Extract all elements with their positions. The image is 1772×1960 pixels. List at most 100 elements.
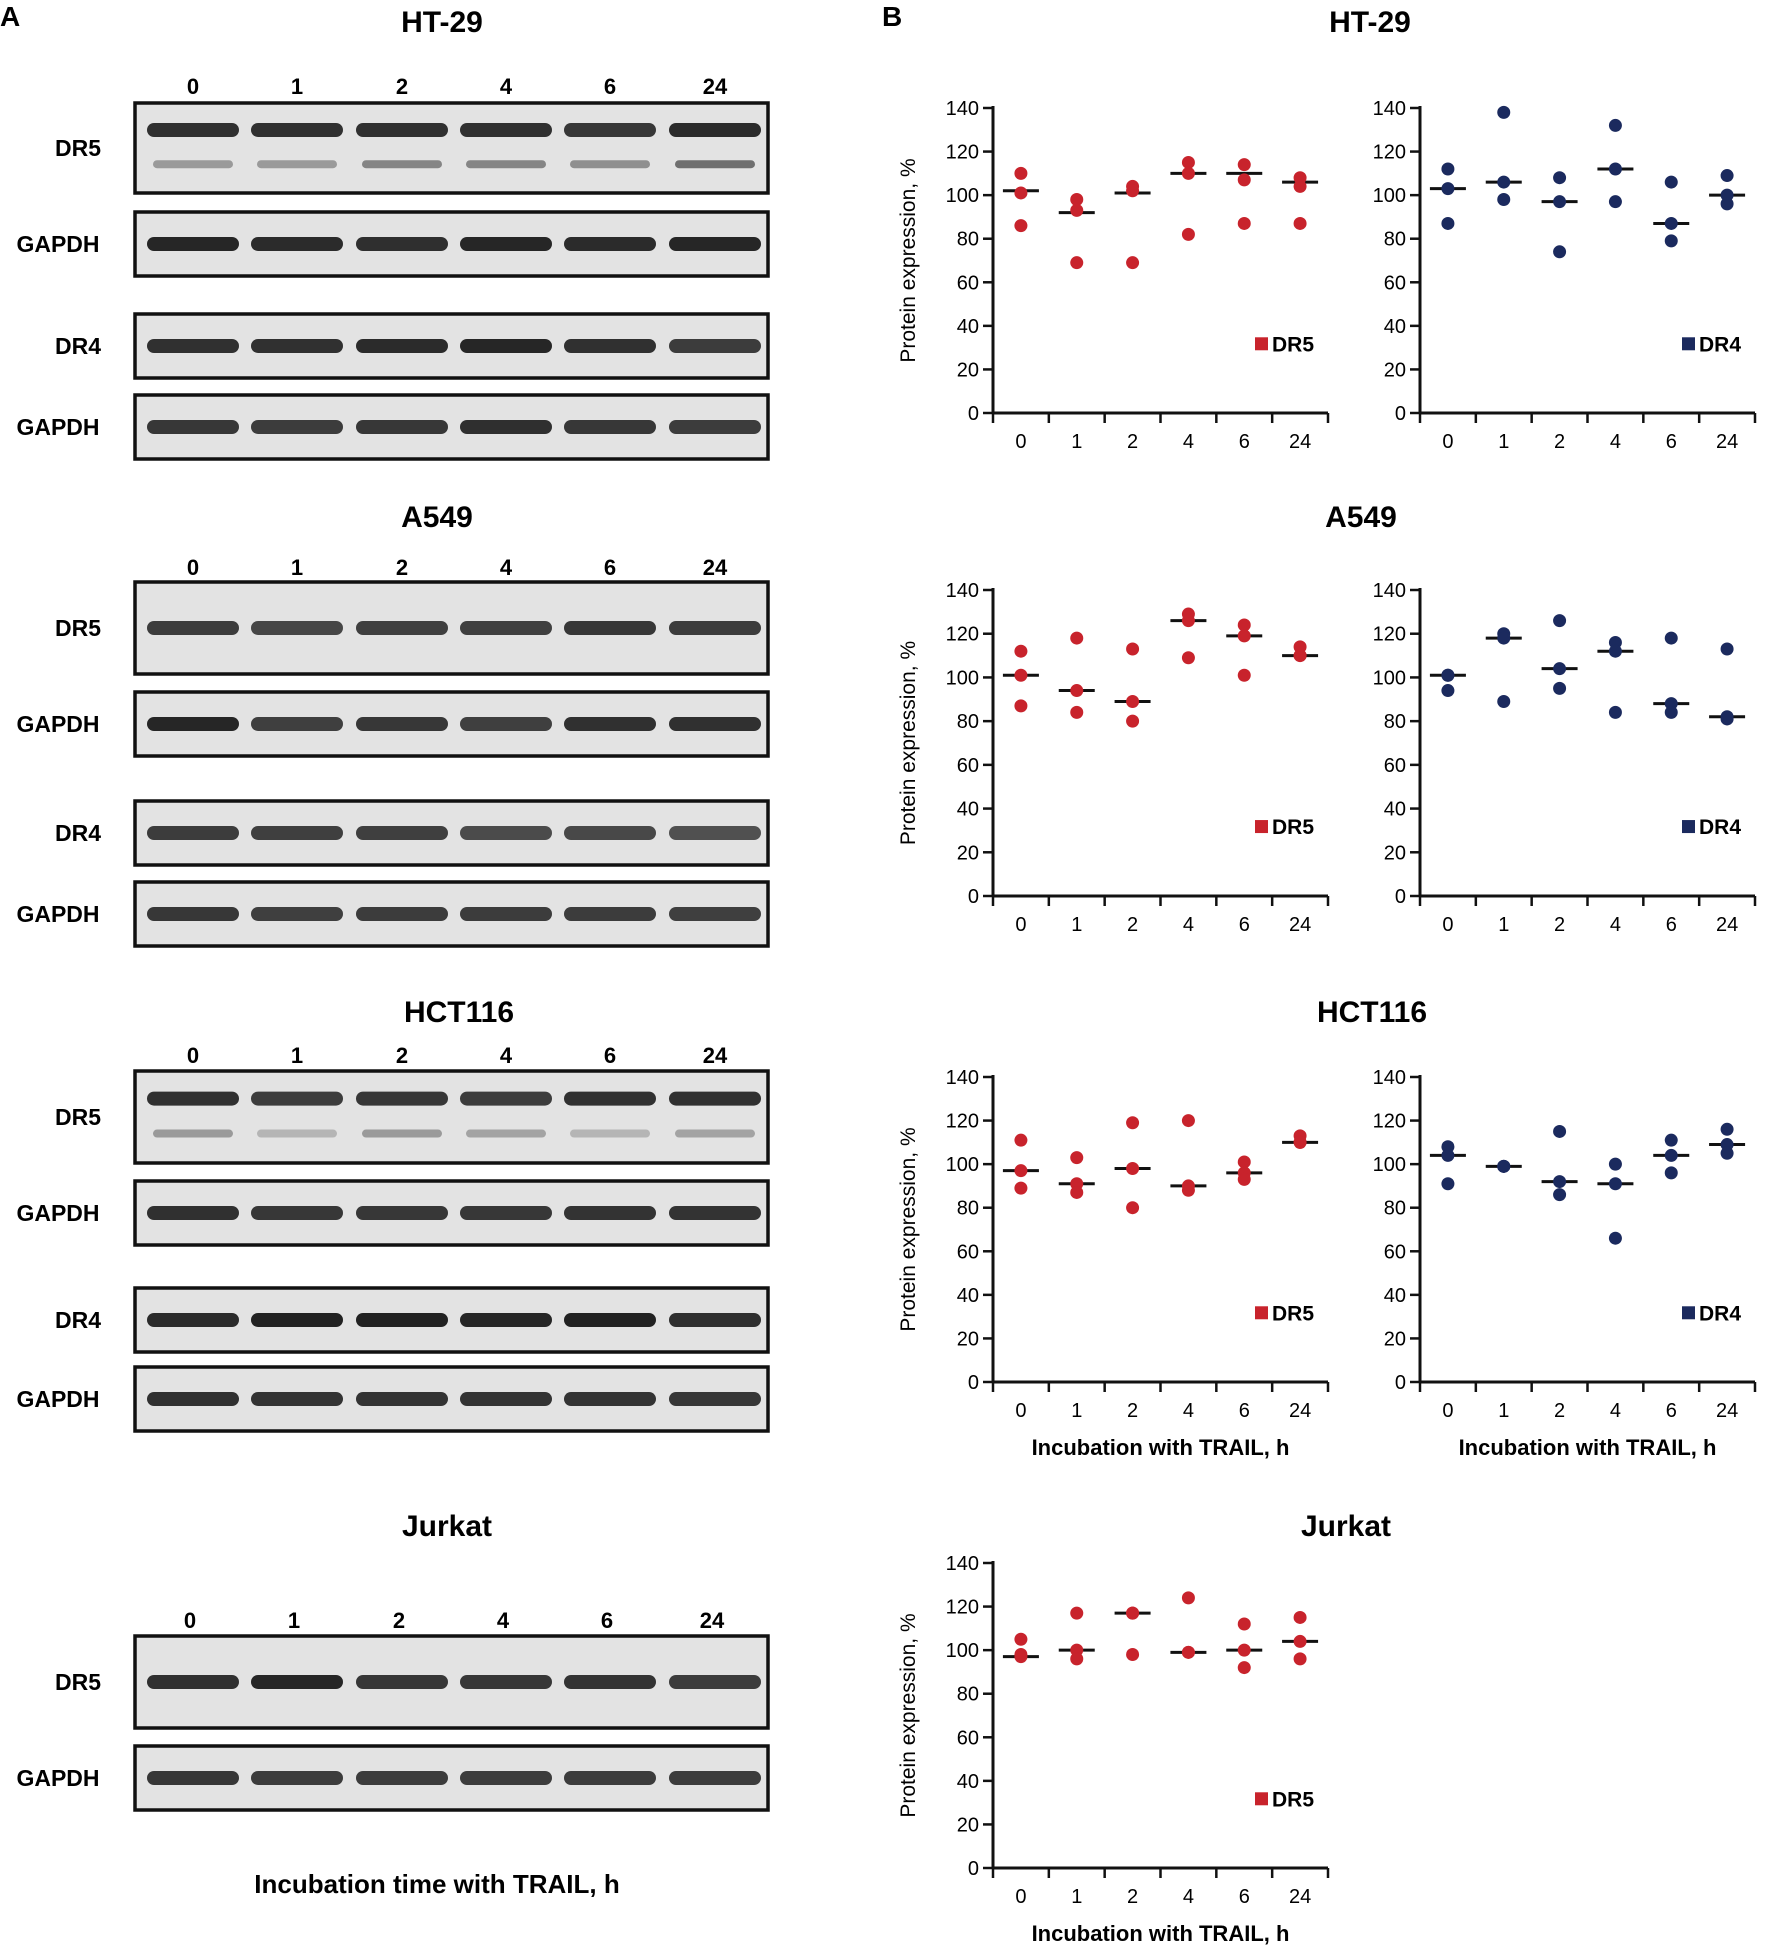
y-tick-label: 0 (968, 1372, 979, 1394)
y-tick-label: 40 (1384, 316, 1406, 338)
data-point (1237, 668, 1251, 682)
band-major (564, 339, 656, 353)
blot-x-axis-label: Incubation time with TRAIL, h (254, 1869, 619, 1899)
x-tick-label: 1 (1071, 431, 1082, 453)
blot-row-gapdh: GAPDH (16, 393, 770, 461)
lane-label: 6 (601, 1608, 613, 1633)
data-point (1293, 216, 1307, 230)
data-point (1181, 651, 1195, 665)
data-point (1441, 182, 1455, 196)
x-tick-label: 1 (1498, 914, 1509, 936)
data-point (1070, 203, 1084, 217)
x-tick-label: 0 (1015, 914, 1026, 936)
blot-row-label: GAPDH (16, 711, 99, 737)
chart-title: Jurkat (1301, 1510, 1391, 1543)
data-point (1664, 216, 1678, 230)
y-tick-label: 100 (1373, 185, 1406, 207)
band-major (147, 717, 239, 731)
band-major (251, 1313, 343, 1327)
y-axis-label: Protein expression, % (897, 1127, 920, 1331)
x-tick-label: 24 (1716, 914, 1738, 936)
blot-membrane (133, 880, 770, 948)
band-major (669, 717, 761, 731)
x-tick-label: 6 (1666, 1400, 1677, 1422)
band-major (147, 237, 239, 251)
x-tick-label: 1 (1071, 1886, 1082, 1908)
x-tick-label: 4 (1183, 1886, 1194, 1908)
data-point (1497, 1159, 1511, 1173)
band-major (460, 420, 552, 434)
band-major (669, 1206, 761, 1220)
y-tick-label: 0 (968, 1858, 979, 1880)
band-minor (466, 1129, 546, 1138)
blot-row-label: DR5 (55, 1104, 101, 1130)
y-tick-label: 20 (957, 359, 979, 381)
data-point (1126, 1116, 1140, 1130)
band-major (251, 237, 343, 251)
data-point (1553, 1188, 1567, 1202)
blot-row-gapdh: GAPDH (16, 880, 770, 948)
band-major (460, 1392, 552, 1406)
legend-label: DR5 (1272, 816, 1314, 839)
legend-swatch (1682, 820, 1695, 834)
x-tick-label: 1 (1498, 431, 1509, 453)
band-major (669, 907, 761, 921)
y-tick-label: 40 (1384, 1285, 1406, 1307)
band-major (251, 339, 343, 353)
band-minor (153, 1129, 233, 1138)
blot-row-label: GAPDH (16, 1765, 99, 1791)
data-point (1293, 1634, 1307, 1648)
x-tick-label: 24 (1716, 431, 1738, 453)
data-point (1293, 1652, 1307, 1666)
lane-label: 2 (396, 1043, 408, 1068)
x-axis-label: Incubation with TRAIL, h (1032, 1435, 1290, 1460)
band-major (251, 1675, 343, 1689)
data-point (1014, 1632, 1028, 1646)
lane-label: 4 (500, 555, 513, 580)
y-tick-label: 20 (1384, 359, 1406, 381)
data-point (1237, 216, 1251, 230)
blot-row-label: DR5 (55, 1669, 101, 1695)
y-tick-label: 20 (957, 1814, 979, 1836)
blot-membrane (133, 1744, 770, 1812)
legend-label: DR4 (1699, 816, 1741, 839)
band-major (251, 826, 343, 840)
band-major (356, 826, 448, 840)
band-minor (257, 160, 337, 169)
data-point (1237, 629, 1251, 643)
data-point (1014, 1181, 1028, 1195)
lane-label: 0 (187, 555, 199, 580)
band-major (564, 826, 656, 840)
blot-row-dr4: DR4 (55, 799, 770, 867)
band-minor (675, 1129, 755, 1138)
y-tick-label: 20 (1384, 1328, 1406, 1350)
data-point (1664, 1133, 1678, 1147)
data-point (1553, 614, 1567, 628)
x-tick-label: 24 (1289, 914, 1311, 936)
data-point (1608, 1231, 1622, 1245)
data-point (1293, 1610, 1307, 1624)
lane-label: 1 (291, 74, 303, 99)
y-tick-label: 140 (946, 1067, 979, 1089)
x-tick-label: 24 (1716, 1400, 1738, 1422)
data-point (1497, 175, 1511, 189)
band-major (147, 1392, 239, 1406)
band-major (251, 123, 343, 137)
band-major (669, 339, 761, 353)
band-major (356, 1313, 448, 1327)
y-tick-label: 120 (946, 624, 979, 646)
band-major (147, 1091, 239, 1106)
x-tick-label: 2 (1127, 431, 1138, 453)
y-tick-label: 140 (946, 1553, 979, 1575)
band-major (669, 420, 761, 434)
data-point (1237, 158, 1251, 172)
data-point (1014, 166, 1028, 180)
x-tick-label: 2 (1554, 431, 1565, 453)
lane-label: 0 (187, 1043, 199, 1068)
band-major (356, 907, 448, 921)
data-point (1014, 186, 1028, 200)
legend-label: DR4 (1699, 1302, 1741, 1325)
chart-title: A549 (1325, 501, 1397, 534)
band-major (460, 1313, 552, 1327)
